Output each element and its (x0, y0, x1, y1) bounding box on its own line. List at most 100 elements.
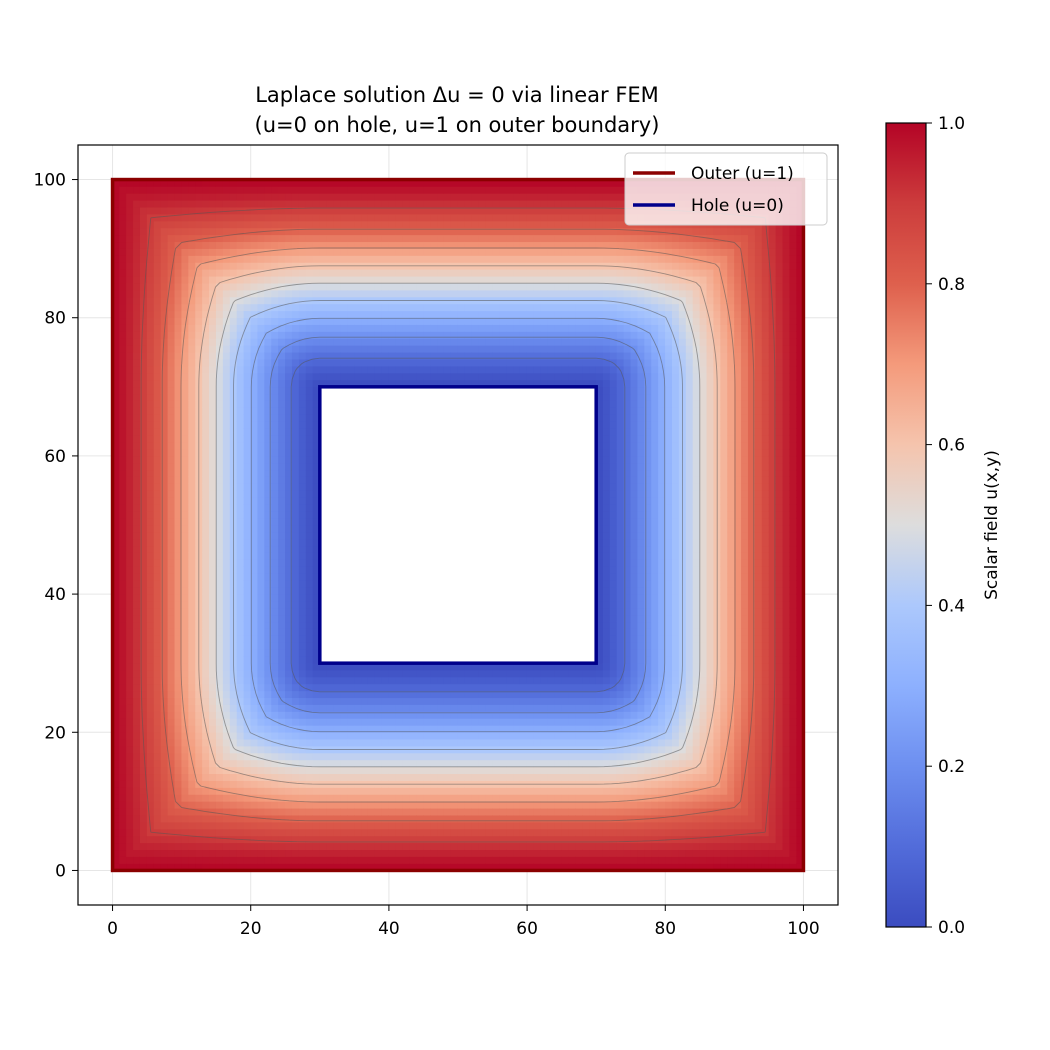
field-cell (264, 649, 272, 657)
field-cell (119, 752, 127, 761)
field-cell (188, 683, 196, 692)
field-cell (188, 331, 196, 339)
field-cell (526, 863, 535, 871)
field-cell (250, 704, 258, 712)
field-cell (181, 690, 189, 699)
field-cell (464, 372, 473, 381)
field-cell (506, 801, 514, 809)
field-cell (209, 780, 217, 788)
field-cell (464, 310, 473, 319)
field-cell (312, 234, 321, 243)
field-cell (209, 200, 217, 208)
field-cell (416, 718, 424, 726)
field-cell (271, 483, 279, 491)
field-cell (347, 669, 355, 678)
field-cell (326, 352, 334, 360)
field-cell (291, 787, 300, 795)
field-cell (533, 227, 542, 236)
field-cell (374, 255, 383, 263)
field-cell (471, 379, 480, 388)
field-cell (388, 248, 397, 256)
field-cell (333, 662, 341, 671)
field-cell (278, 856, 286, 864)
field-cell (188, 365, 196, 374)
field-cell (437, 179, 445, 187)
field-cell (409, 241, 417, 249)
field-cell (264, 559, 272, 567)
field-cell (215, 676, 224, 685)
field-cell (533, 697, 542, 705)
field-cell (499, 338, 507, 346)
field-cell (340, 732, 348, 740)
field-cell (347, 856, 355, 864)
field-cell (478, 759, 486, 768)
field-cell (540, 787, 549, 795)
field-cell (519, 849, 528, 857)
field-cell (188, 434, 196, 443)
field-cell (243, 296, 252, 305)
field-cell (533, 345, 542, 353)
field-cell (492, 213, 500, 222)
field-cell (278, 814, 286, 823)
field-cell (215, 421, 224, 429)
field-cell (291, 448, 300, 457)
field-cell (195, 269, 203, 277)
field-cell (540, 835, 549, 844)
field-cell (257, 849, 265, 857)
field-cell (146, 227, 155, 236)
field-cell (430, 704, 438, 712)
field-cell (298, 289, 307, 298)
field-cell (264, 593, 272, 602)
field-cell (526, 338, 535, 346)
field-cell (222, 828, 231, 837)
field-cell (305, 600, 314, 609)
field-cell (139, 248, 148, 256)
field-cell (312, 794, 321, 802)
field-cell (312, 704, 321, 712)
field-cell (236, 628, 245, 636)
field-cell (540, 856, 549, 864)
field-cell (181, 255, 189, 263)
field-cell (526, 213, 535, 222)
field-cell (243, 614, 252, 623)
field-cell (354, 828, 362, 837)
field-cell (437, 255, 445, 263)
field-cell (402, 669, 410, 678)
field-cell (243, 863, 252, 871)
field-cell (285, 690, 293, 699)
field-cell (409, 856, 417, 864)
field-cell (181, 476, 189, 484)
field-cell (264, 517, 272, 526)
field-cell (499, 801, 507, 809)
field-cell (264, 607, 272, 616)
field-cell (423, 676, 431, 685)
field-cell (464, 331, 473, 339)
field-cell (285, 517, 293, 526)
field-cell (305, 697, 314, 705)
field-cell (285, 794, 293, 802)
field-cell (174, 863, 182, 871)
field-cell (264, 510, 272, 519)
field-cell (285, 400, 293, 408)
field-cell (450, 179, 459, 187)
field-cell (167, 745, 176, 754)
field-cell (126, 269, 134, 277)
field-cell (443, 814, 452, 823)
field-cell (526, 193, 535, 201)
field-cell (305, 510, 314, 519)
field-cell (305, 448, 314, 457)
field-cell (416, 276, 424, 284)
field-cell (236, 241, 245, 249)
field-cell (354, 227, 362, 236)
field-cell (257, 386, 265, 395)
field-cell (160, 531, 169, 540)
field-cell (374, 842, 383, 851)
field-cell (506, 358, 514, 367)
field-cell (450, 773, 459, 781)
field-cell (533, 828, 542, 837)
field-cell (133, 289, 141, 298)
field-cell (464, 828, 473, 837)
field-cell (499, 842, 507, 851)
field-cell (160, 269, 169, 277)
field-cell (209, 476, 217, 484)
